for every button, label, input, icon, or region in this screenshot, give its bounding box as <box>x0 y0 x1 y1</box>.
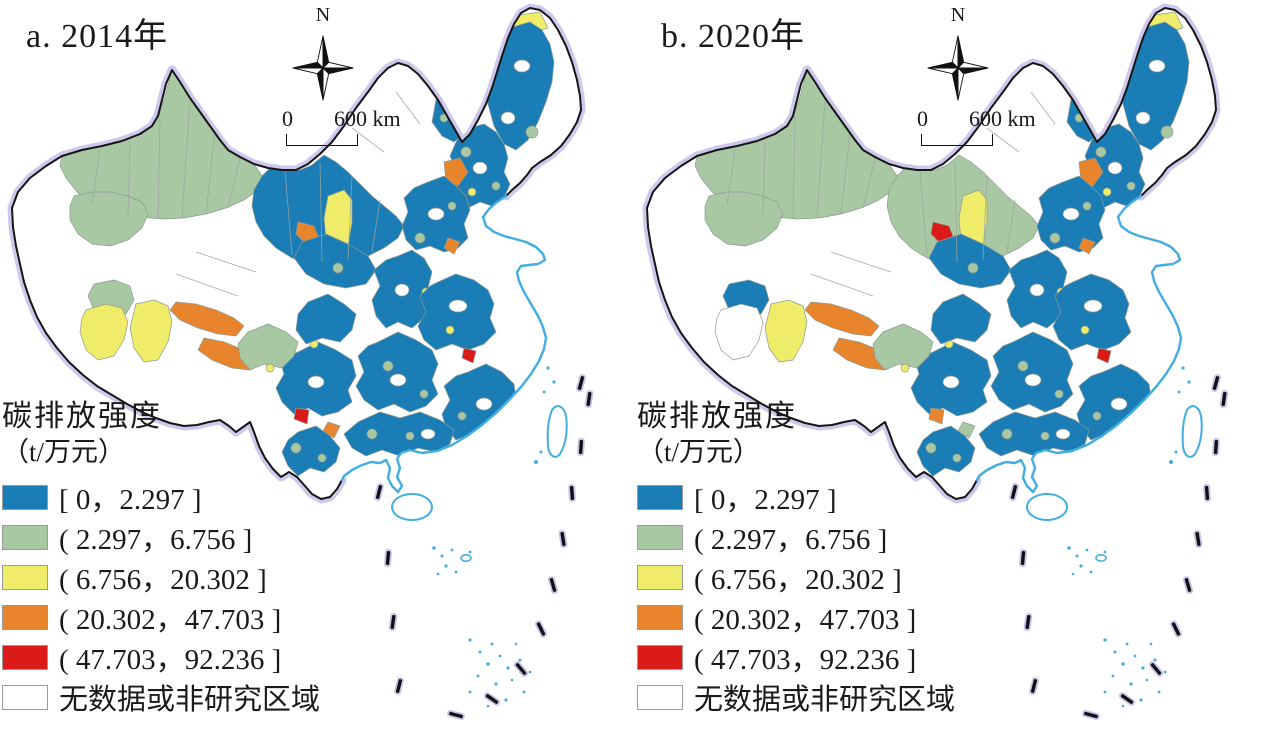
legend-item: ( 20.302，47.703 ] <box>637 597 977 637</box>
legend: 碳排放强度 （t/万元） [ 0，2.297 ] ( 2.297，6.756 ]… <box>2 398 342 717</box>
legend-swatch <box>2 604 48 630</box>
scale-start-label: 0 <box>282 106 293 131</box>
legend-label: ( 20.302，47.703 ] <box>694 604 917 636</box>
legend-swatch <box>2 564 48 590</box>
scale-bar-line <box>286 134 358 146</box>
legend-swatch <box>637 644 683 670</box>
scale-end-label: 600 km <box>969 106 1036 131</box>
legend-swatch <box>2 484 48 510</box>
legend-title: 碳排放强度 <box>637 400 797 433</box>
legend-label: ( 47.703，92.236 ] <box>59 644 282 676</box>
compass-star-icon <box>927 35 989 101</box>
legend-label: 无数据或非研究区域 <box>694 684 956 716</box>
legend-swatch <box>637 684 683 710</box>
legend-unit: （t/万元） <box>2 437 126 467</box>
legend-item: [ 0，2.297 ] <box>637 477 977 517</box>
legend-label: ( 2.297，6.756 ] <box>694 524 888 556</box>
legend-label: ( 2.297，6.756 ] <box>59 524 253 556</box>
legend-swatch <box>2 524 48 550</box>
map-panel-2020: b. 2020年 N 0 600 km 碳排放强度 （t/万元） [ 0，2.2… <box>635 0 1269 729</box>
legend-item: ( 6.756，20.302 ] <box>2 557 342 597</box>
legend-swatch <box>2 644 48 670</box>
legend: 碳排放强度 （t/万元） [ 0，2.297 ] ( 2.297，6.756 ]… <box>637 398 977 717</box>
legend-item: ( 2.297，6.756 ] <box>637 517 977 557</box>
legend-label: [ 0，2.297 ] <box>694 484 837 516</box>
legend-label: 无数据或非研究区域 <box>59 684 321 716</box>
legend-item: ( 47.703，92.236 ] <box>2 637 342 677</box>
legend-label: ( 47.703，92.236 ] <box>694 644 917 676</box>
legend-swatch <box>2 684 48 710</box>
legend-label: ( 6.756，20.302 ] <box>694 564 902 596</box>
scale-end-label: 600 km <box>334 106 401 131</box>
legend-item: 无数据或非研究区域 <box>637 677 977 717</box>
legend-unit: （t/万元） <box>637 437 761 467</box>
legend-item: ( 6.756，20.302 ] <box>637 557 977 597</box>
panel-title-2014: a. 2014年 <box>26 18 169 55</box>
panel-title-2020: b. 2020年 <box>661 18 805 55</box>
compass-star-icon <box>292 35 354 101</box>
legend-swatch <box>637 604 683 630</box>
legend-swatch <box>637 484 683 510</box>
scale-bar: 0 600 km <box>913 106 1053 150</box>
north-arrow: N <box>288 4 358 106</box>
legend-item: ( 2.297，6.756 ] <box>2 517 342 557</box>
legend-item: 无数据或非研究区域 <box>2 677 342 717</box>
legend-item: ( 20.302，47.703 ] <box>2 597 342 637</box>
scale-bar-line <box>921 134 993 146</box>
legend-swatch <box>637 524 683 550</box>
legend-label: ( 20.302，47.703 ] <box>59 604 282 636</box>
scale-start-label: 0 <box>917 106 928 131</box>
scale-bar: 0 600 km <box>278 106 418 150</box>
legend-label: [ 0，2.297 ] <box>59 484 202 516</box>
map-panel-2014: a. 2014年 N 0 600 km 碳排放强度 （t/万元） [ 0，2.2… <box>0 0 634 729</box>
legend-title: 碳排放强度 <box>2 400 162 433</box>
legend-label: ( 6.756，20.302 ] <box>59 564 267 596</box>
north-arrow: N <box>923 4 993 106</box>
north-label: N <box>315 4 331 26</box>
legend-swatch <box>637 564 683 590</box>
legend-item: ( 47.703，92.236 ] <box>637 637 977 677</box>
legend-item: [ 0，2.297 ] <box>2 477 342 517</box>
north-label: N <box>950 4 966 26</box>
